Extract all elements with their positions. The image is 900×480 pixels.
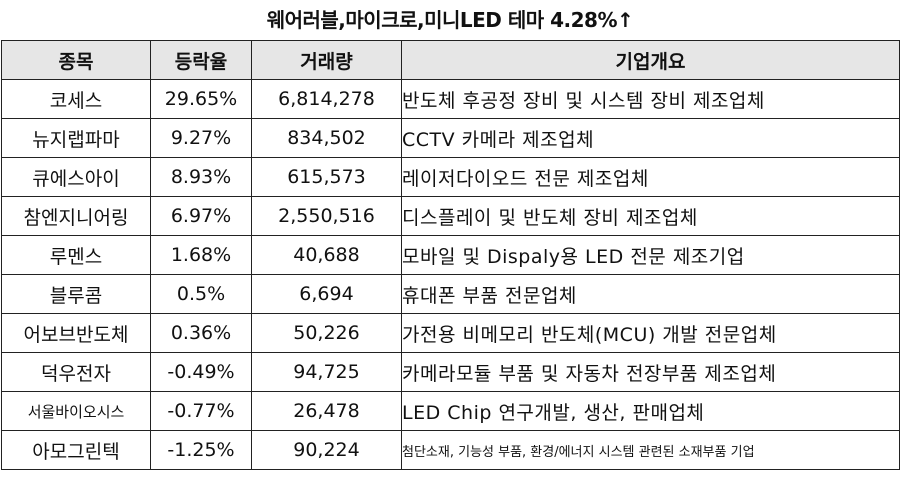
table-row: 큐에스아이 8.93% 615,573 레이저다이오드 전문 제조업체 xyxy=(1,157,900,197)
stock-rate: -1.25% xyxy=(150,430,252,470)
stock-name: 큐에스아이 xyxy=(1,157,151,197)
table-row: 뉴지랩파마 9.27% 834,502 CCTV 카메라 제조업체 xyxy=(1,118,900,158)
table-header-row: 종목 등락율 거래량 기업개요 xyxy=(1,40,900,80)
stock-rate: 1.68% xyxy=(150,235,252,275)
header-overview: 기업개요 xyxy=(401,40,900,80)
stock-volume: 834,502 xyxy=(251,118,402,158)
stock-name: 참엔지니어링 xyxy=(1,196,151,236)
stock-overview: 카메라모듈 부품 및 자동차 전장부품 제조업체 xyxy=(401,352,900,392)
stock-overview: LED Chip 연구개발, 생산, 판매업체 xyxy=(401,391,900,431)
stock-rate: -0.49% xyxy=(150,352,252,392)
stock-overview: 디스플레이 및 반도체 장비 제조업체 xyxy=(401,196,900,236)
stock-volume: 90,224 xyxy=(251,430,402,470)
stock-rate: 29.65% xyxy=(150,79,252,119)
stock-volume: 2,550,516 xyxy=(251,196,402,236)
table-row: 루멘스 1.68% 40,688 모바일 및 Dispaly용 LED 전문 제… xyxy=(1,235,900,275)
stock-name: 코세스 xyxy=(1,79,151,119)
stock-volume: 6,694 xyxy=(251,274,402,314)
table-row: 서울바이오시스 -0.77% 26,478 LED Chip 연구개발, 생산,… xyxy=(1,391,900,431)
stock-name: 아모그린텍 xyxy=(1,430,151,470)
stock-rate: 0.5% xyxy=(150,274,252,314)
stock-volume: 50,226 xyxy=(251,313,402,353)
stock-overview: 반도체 후공정 장비 및 시스템 장비 제조업체 xyxy=(401,79,900,119)
table-row: 덕우전자 -0.49% 94,725 카메라모듈 부품 및 자동차 전장부품 제… xyxy=(1,352,900,392)
stock-name: 뉴지랩파마 xyxy=(1,118,151,158)
stock-rate: 9.27% xyxy=(150,118,252,158)
stock-overview: 휴대폰 부품 전문업체 xyxy=(401,274,900,314)
stock-volume: 615,573 xyxy=(251,157,402,197)
stock-overview: 첨단소재, 기능성 부품, 환경/에너지 시스템 관련된 소재부품 기업 xyxy=(401,430,900,470)
table-row: 코세스 29.65% 6,814,278 반도체 후공정 장비 및 시스템 장비… xyxy=(1,79,900,119)
table-row: 아모그린텍 -1.25% 90,224 첨단소재, 기능성 부품, 환경/에너지… xyxy=(1,430,900,470)
stock-volume: 40,688 xyxy=(251,235,402,275)
stock-rate: 6.97% xyxy=(150,196,252,236)
table-row: 참엔지니어링 6.97% 2,550,516 디스플레이 및 반도체 장비 제조… xyxy=(1,196,900,236)
stock-name: 어보브반도체 xyxy=(1,313,151,353)
stock-name: 덕우전자 xyxy=(1,352,151,392)
stock-rate: 0.36% xyxy=(150,313,252,353)
stock-name: 블루콤 xyxy=(1,274,151,314)
stock-name: 루멘스 xyxy=(1,235,151,275)
header-rate: 등락율 xyxy=(150,40,252,80)
stock-overview: 레이저다이오드 전문 제조업체 xyxy=(401,157,900,197)
table-row: 어보브반도체 0.36% 50,226 가전용 비메모리 반도체(MCU) 개발… xyxy=(1,313,900,353)
stock-volume: 6,814,278 xyxy=(251,79,402,119)
stock-name: 서울바이오시스 xyxy=(1,391,151,431)
stock-overview: 모바일 및 Dispaly용 LED 전문 제조기업 xyxy=(401,235,900,275)
theme-stock-table: 종목 등락율 거래량 기업개요 코세스 29.65% 6,814,278 반도체… xyxy=(1,40,900,470)
stock-rate: -0.77% xyxy=(150,391,252,431)
table-row: 블루콤 0.5% 6,694 휴대폰 부품 전문업체 xyxy=(1,274,900,314)
stock-volume: 26,478 xyxy=(251,391,402,431)
stock-overview: CCTV 카메라 제조업체 xyxy=(401,118,900,158)
theme-title: 웨어러블,마이크로,미니LED 테마 4.28%↑ xyxy=(266,8,634,32)
stock-volume: 94,725 xyxy=(251,352,402,392)
stock-overview: 가전용 비메모리 반도체(MCU) 개발 전문업체 xyxy=(401,313,900,353)
stock-rate: 8.93% xyxy=(150,157,252,197)
header-volume: 거래량 xyxy=(251,40,402,80)
header-name: 종목 xyxy=(1,40,151,80)
